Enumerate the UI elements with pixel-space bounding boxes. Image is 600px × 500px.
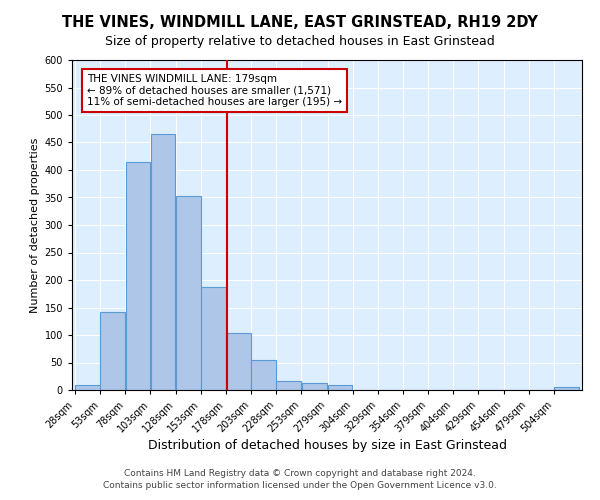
- Bar: [201, 287, 226, 390]
- Bar: [75, 384, 100, 390]
- Text: Size of property relative to detached houses in East Grinstead: Size of property relative to detached ho…: [105, 35, 495, 48]
- Bar: [226, 333, 251, 390]
- Bar: [302, 383, 327, 390]
- Bar: [251, 360, 276, 390]
- Y-axis label: Number of detached properties: Number of detached properties: [30, 138, 40, 312]
- Bar: [554, 387, 579, 390]
- Bar: [125, 162, 150, 390]
- Text: THE VINES, WINDMILL LANE, EAST GRINSTEAD, RH19 2DY: THE VINES, WINDMILL LANE, EAST GRINSTEAD…: [62, 15, 538, 30]
- Text: THE VINES WINDMILL LANE: 179sqm
← 89% of detached houses are smaller (1,571)
11%: THE VINES WINDMILL LANE: 179sqm ← 89% of…: [87, 74, 342, 107]
- Bar: [100, 312, 125, 390]
- Bar: [151, 134, 175, 390]
- Bar: [176, 196, 200, 390]
- Bar: [277, 380, 301, 390]
- X-axis label: Distribution of detached houses by size in East Grinstead: Distribution of detached houses by size …: [148, 440, 506, 452]
- Text: Contains HM Land Registry data © Crown copyright and database right 2024.
Contai: Contains HM Land Registry data © Crown c…: [103, 468, 497, 490]
- Bar: [328, 384, 352, 390]
